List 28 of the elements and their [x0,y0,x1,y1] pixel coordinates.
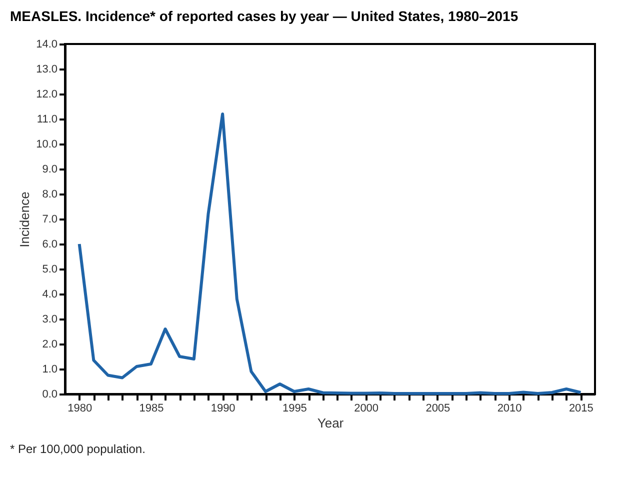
y-tick-label: 13.0 [36,64,58,76]
y-tick-label: 2.0 [42,338,58,350]
y-tick-label: 5.0 [42,264,58,276]
x-tick-label: 2005 [426,402,450,414]
x-axis-title: Year [317,416,344,430]
y-tick-label: 6.0 [42,238,58,250]
y-axis-title: Incidence [17,192,32,248]
text: * Per 100,000 population. [10,442,146,456]
x-tick-label: 2000 [354,402,379,414]
x-tick-label: 1980 [68,402,92,414]
x-tick-label: 2015 [568,402,594,414]
x-tick-label: 1995 [282,402,307,414]
y-tick-label: 14.0 [36,38,58,50]
y-tick-label: 4.0 [42,288,58,300]
chart-title: MEASLES. Incidence* of reported cases by year — United States, 1980–2015 [10,8,518,24]
y-tick-label: 3.0 [42,314,58,326]
y-tick-label: 11.0 [36,114,58,126]
line-series [78,112,582,395]
y-tick-label: 0.0 [42,388,58,400]
x-tick-label: 1990 [210,402,236,414]
y-tick-label: 7.0 [42,214,58,226]
y-tick-label: 8.0 [42,188,58,200]
y-tick-label: 10.0 [36,138,58,150]
x-tick-label: 2010 [497,402,522,414]
y-tick-label: 1.0 [42,364,58,376]
y-tick-label: 9.0 [42,164,58,176]
y-tick-label: 12.0 [36,88,58,100]
x-tick-label: 1985 [139,402,164,414]
